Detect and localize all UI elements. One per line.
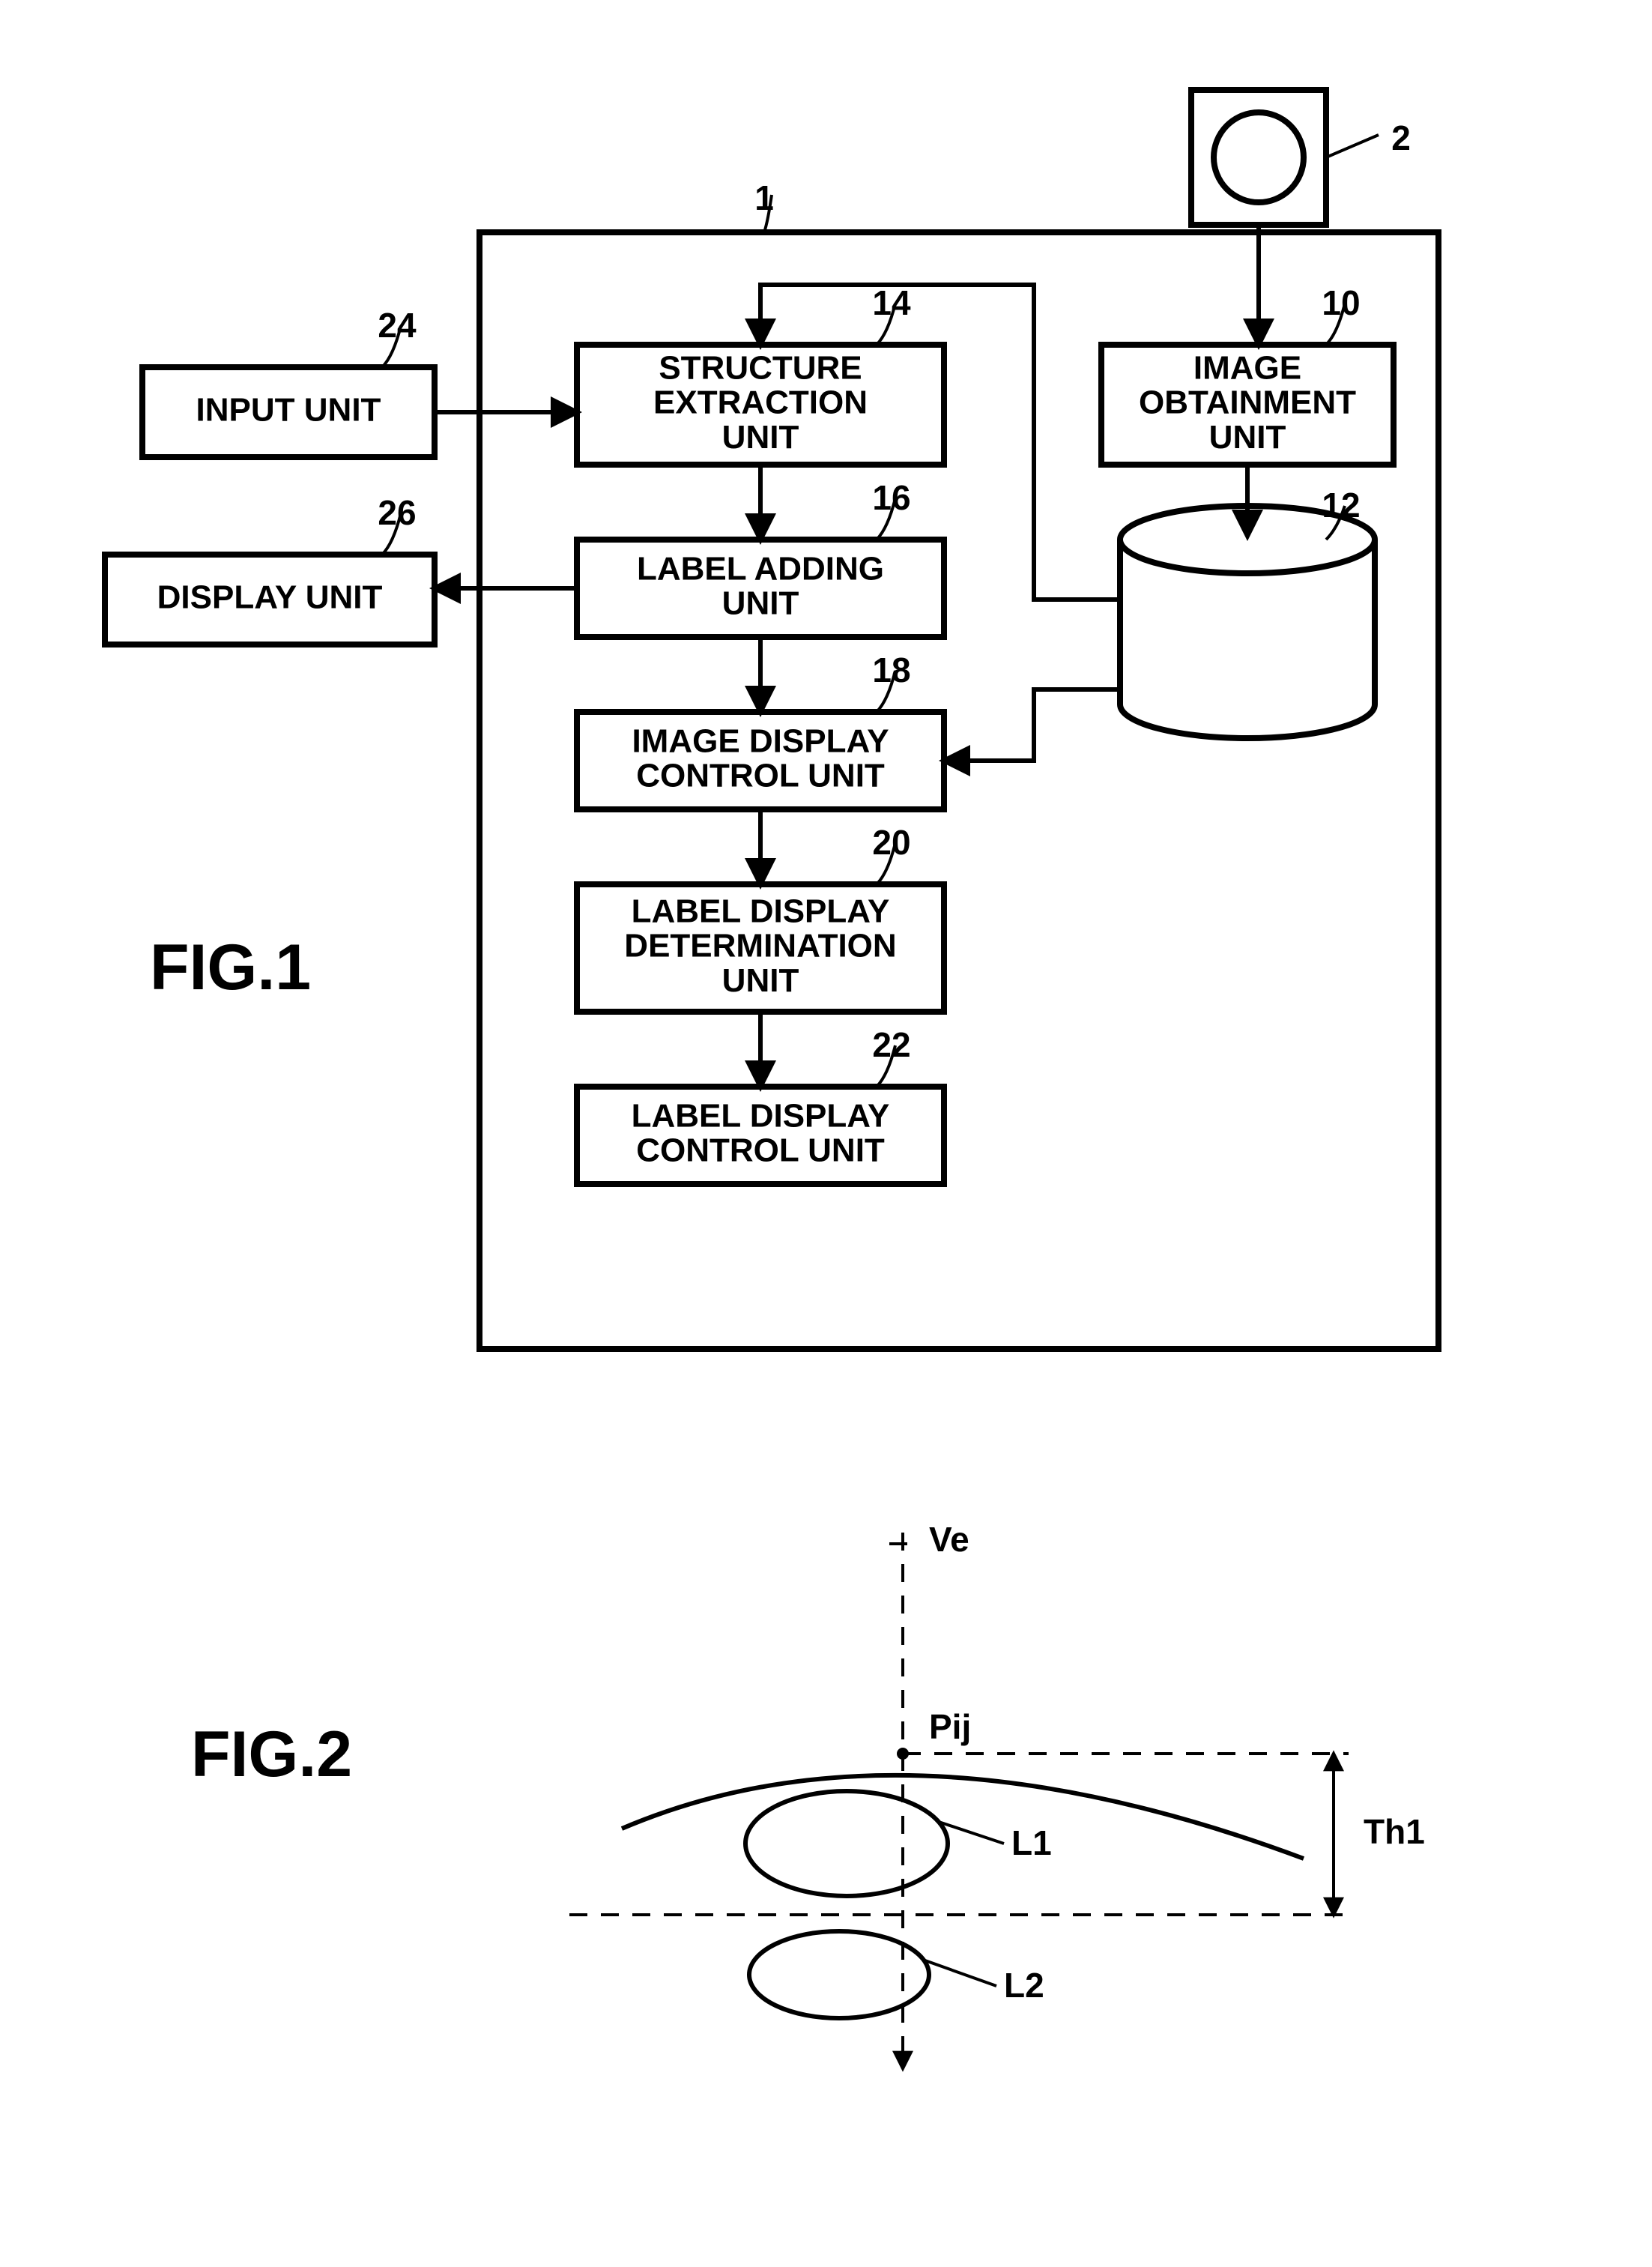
labeladd-label: UNIT bbox=[722, 585, 799, 622]
fig2-title: FIG.2 bbox=[191, 1718, 352, 1790]
l1-label: L1 bbox=[1011, 1823, 1052, 1862]
arrow-db-to-imgctrl bbox=[944, 689, 1120, 761]
l2-label: L2 bbox=[1004, 1966, 1044, 2005]
label-2: 2 bbox=[1391, 118, 1411, 157]
ve-label: Ve bbox=[929, 1520, 969, 1559]
labelctrl-label: LABEL DISPLAY bbox=[632, 1098, 890, 1135]
l1-ellipse bbox=[745, 1791, 948, 1896]
database-bottom bbox=[1120, 704, 1375, 738]
image-obtainment-label: IMAGE bbox=[1193, 349, 1301, 386]
display-unit-label: DISPLAY UNIT bbox=[157, 579, 383, 616]
surface-curve bbox=[622, 1775, 1304, 1859]
image-obtainment-label: UNIT bbox=[1209, 419, 1286, 456]
input-unit-label: INPUT UNIT bbox=[196, 392, 381, 429]
th1-label: Th1 bbox=[1364, 1812, 1425, 1851]
l2-leader bbox=[923, 1960, 996, 1986]
labeladd-label: LABEL ADDING bbox=[637, 551, 884, 588]
structure-label: EXTRACTION bbox=[653, 384, 868, 421]
imgctrl-label: IMAGE DISPLAY bbox=[632, 723, 889, 760]
pij-label: Pij bbox=[929, 1707, 971, 1746]
structure-label: STRUCTURE bbox=[659, 349, 862, 386]
camera-lens-icon bbox=[1214, 112, 1304, 202]
pointer-2 bbox=[1326, 135, 1379, 157]
labeldet-label: DETERMINATION bbox=[624, 928, 896, 965]
imgctrl-label: CONTROL UNIT bbox=[636, 758, 885, 794]
labelctrl-label: CONTROL UNIT bbox=[636, 1132, 885, 1169]
image-obtainment-label: OBTAINMENT bbox=[1139, 384, 1356, 421]
labeldet-label: UNIT bbox=[722, 962, 799, 999]
labeldet-label: LABEL DISPLAY bbox=[632, 893, 890, 929]
structure-label: UNIT bbox=[722, 419, 799, 456]
fig1-title: FIG.1 bbox=[150, 932, 311, 1003]
